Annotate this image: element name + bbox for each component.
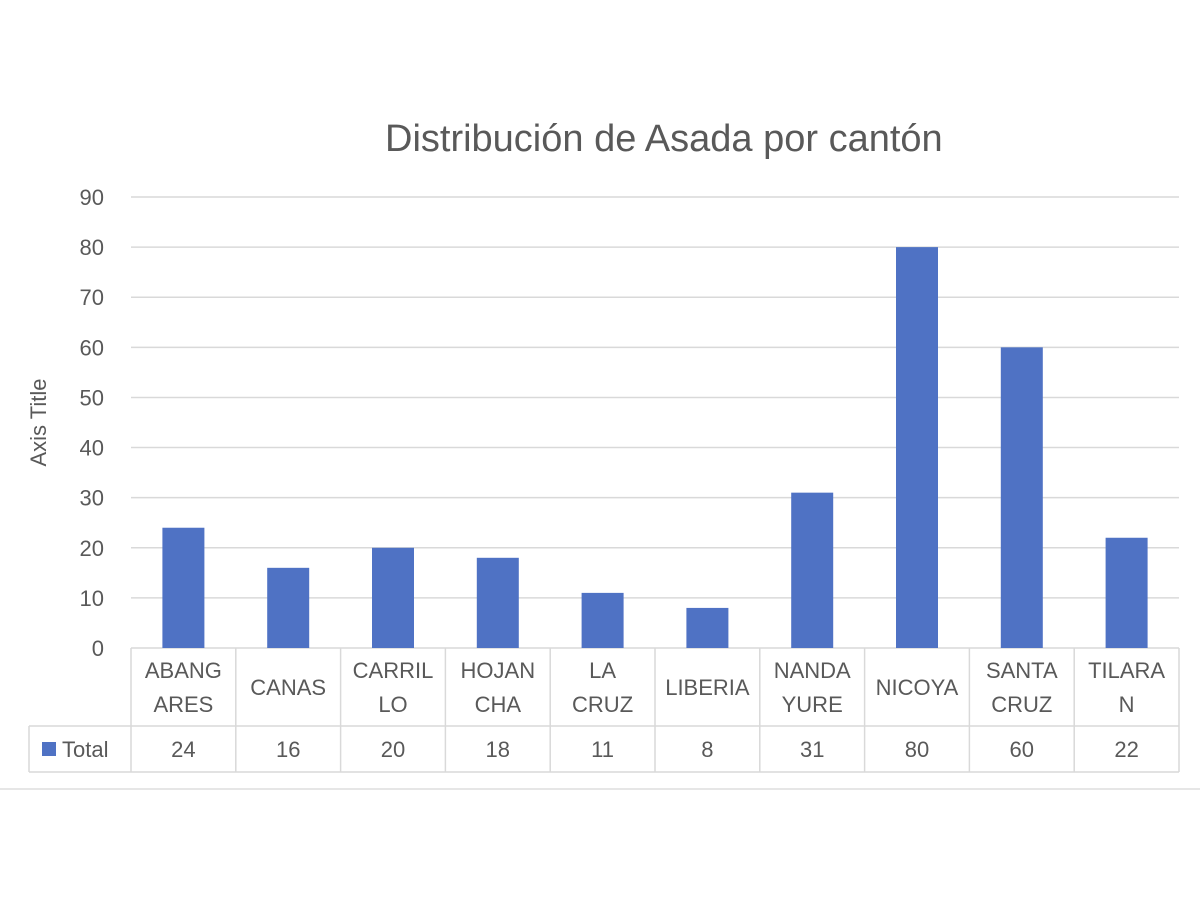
bar [1000,347,1043,648]
y-tick-label: 50 [80,385,104,410]
bar [372,547,414,648]
x-category-label: HOJAN [461,658,536,683]
x-category-label: LO [378,692,407,717]
x-category-label: ABANG [145,658,222,683]
y-tick-label: 70 [80,285,104,310]
x-category-label: CARRIL [353,658,434,683]
chart-title: Distribución de Asada por cantón [385,118,943,160]
x-category-label: TILARA [1088,658,1165,683]
y-tick-label: 30 [80,486,104,511]
x-category-label: NANDA [774,658,851,683]
data-table-value: 20 [381,737,405,762]
x-category-label: YURE [782,692,843,717]
bar [581,592,624,648]
data-table-value: 80 [905,737,929,762]
y-tick-label: 60 [80,335,104,360]
x-category-label: LIBERIA [665,675,750,700]
data-table-value: 60 [1010,737,1034,762]
y-tick-label: 90 [80,185,104,210]
x-category-label: CRUZ [572,692,633,717]
legend-label: Total [62,737,108,762]
x-category-label: SANTA [986,658,1058,683]
x-category-label: CANAS [250,675,326,700]
data-table-value: 8 [701,737,713,762]
x-category-label: CHA [475,692,522,717]
x-category-label: N [1119,692,1135,717]
bar [896,247,938,648]
bar [686,607,729,648]
bar [267,567,310,648]
x-category-label: LA [589,658,616,683]
y-tick-label: 10 [80,586,104,611]
data-table-value: 18 [486,737,510,762]
bar [476,557,519,648]
data-table-value: 31 [800,737,824,762]
data-table-value: 11 [591,737,614,762]
bar [1105,537,1148,648]
data-table-value: 22 [1114,737,1138,762]
bar [162,527,205,648]
legend-swatch [42,742,56,756]
data-table-value: 16 [276,737,300,762]
bar [791,492,834,648]
data-table-value: 24 [171,737,195,762]
y-tick-label: 0 [92,636,104,661]
bottom-divider [0,788,1200,790]
y-tick-label: 20 [80,536,104,561]
x-category-label: NICOYA [876,675,959,700]
y-axis-title: Axis Title [26,378,51,466]
y-tick-label: 80 [80,235,104,260]
y-tick-label: 40 [80,436,104,461]
x-category-label: CRUZ [991,692,1052,717]
x-category-label: ARES [153,692,213,717]
